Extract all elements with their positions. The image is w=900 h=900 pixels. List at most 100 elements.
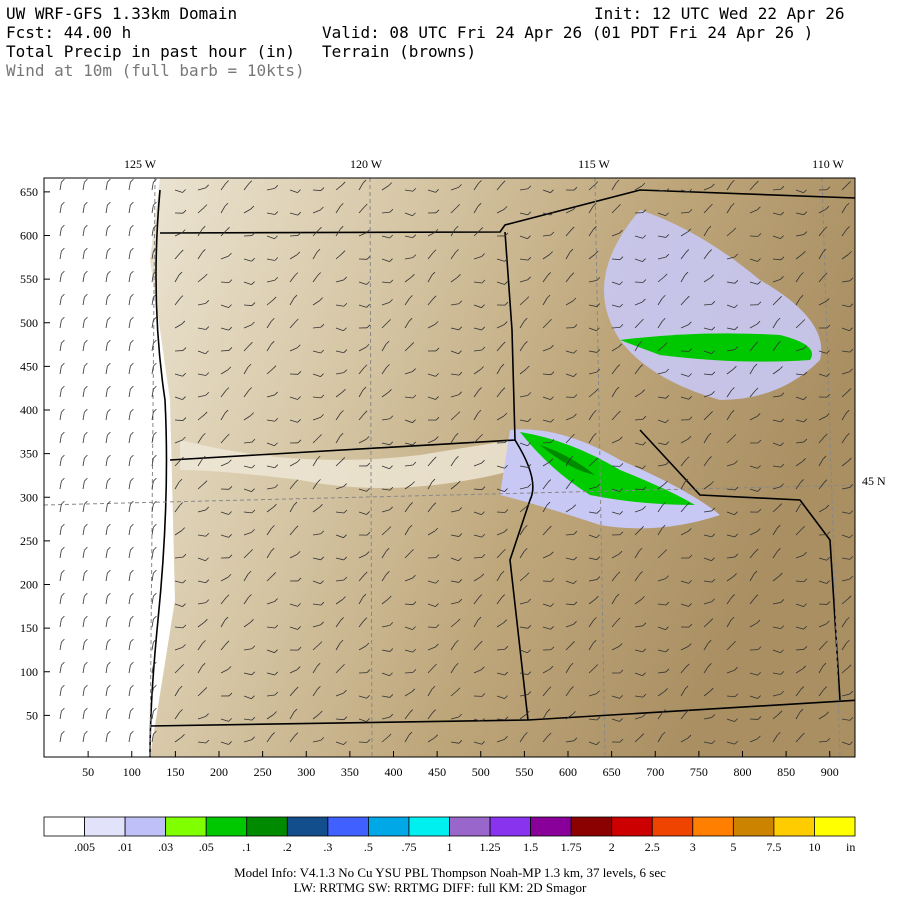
fcst: Fcst: 44.00 h: [6, 23, 131, 42]
barb-flag: [365, 642, 370, 647]
barb: [243, 441, 252, 444]
barb-flag: [130, 316, 134, 321]
barb: [381, 185, 389, 191]
barb-flag: [389, 299, 393, 303]
barb: [427, 626, 437, 628]
barb-flag: [182, 417, 187, 421]
y-tick-label: 350: [20, 447, 38, 461]
barb: [82, 297, 85, 306]
barb-flag: [527, 442, 531, 447]
barb: [59, 320, 62, 329]
barb-flag: [412, 601, 417, 605]
barb-flag: [642, 648, 647, 653]
barb: [335, 599, 343, 605]
barb-flag: [665, 626, 669, 630]
barb: [358, 182, 364, 191]
barb: [289, 235, 299, 237]
barb: [128, 596, 131, 605]
barb: [128, 688, 131, 697]
barb-flag: [711, 183, 715, 188]
barb: [450, 350, 459, 355]
barb: [841, 693, 850, 697]
barb: [519, 465, 528, 468]
barb-flag: [664, 480, 668, 485]
barb-flag: [412, 461, 417, 466]
barb: [289, 396, 298, 400]
barb-flag: [780, 392, 785, 397]
barb: [151, 297, 154, 306]
barb-flag: [546, 294, 551, 299]
barb: [795, 554, 804, 559]
barb: [749, 597, 756, 605]
barb: [818, 416, 827, 421]
barb: [749, 258, 758, 262]
barb: [427, 530, 436, 536]
barb: [519, 320, 525, 329]
barb: [243, 344, 250, 352]
barb-flag: [294, 732, 299, 736]
barb-flag: [107, 339, 111, 344]
barb: [197, 207, 205, 214]
barb: [726, 463, 735, 467]
barb: [703, 327, 712, 331]
barb-flag: [205, 184, 209, 189]
barb-flag: [849, 303, 854, 308]
barb-flag: [366, 304, 370, 308]
barb-flag: [619, 669, 624, 674]
barb: [151, 619, 154, 628]
barb: [335, 372, 344, 375]
barb: [519, 394, 528, 398]
barb-flag: [711, 391, 715, 395]
barb: [749, 209, 758, 214]
barb: [473, 369, 481, 375]
barb: [818, 665, 824, 674]
barb: [772, 442, 781, 447]
x-tick-label: 50: [82, 765, 94, 779]
barb-flag: [153, 523, 157, 528]
barb-flag: [665, 668, 670, 673]
barb-flag: [435, 603, 439, 607]
barb: [772, 212, 781, 216]
barb-flag: [753, 570, 758, 575]
barb: [220, 369, 229, 375]
barb-flag: [731, 594, 735, 598]
barb-flag: [803, 345, 807, 349]
barb: [496, 511, 506, 513]
barb: [266, 465, 275, 469]
barb-flag: [732, 227, 737, 232]
barb-flag: [251, 671, 256, 676]
barb-flag: [272, 572, 277, 576]
barb-flag: [527, 649, 531, 654]
barb-flag: [412, 648, 416, 653]
barb-flag: [274, 649, 278, 653]
barb: [266, 626, 275, 629]
barb-flag: [596, 510, 601, 514]
barb-flag: [153, 546, 157, 551]
barb: [795, 234, 804, 237]
barb-flag: [802, 458, 806, 462]
barb: [128, 228, 131, 237]
barb: [358, 645, 367, 651]
barb: [611, 389, 617, 398]
barb-flag: [594, 181, 599, 185]
barb-flag: [153, 362, 157, 367]
barb: [473, 576, 482, 582]
barb: [657, 442, 666, 446]
barb: [105, 619, 108, 628]
barb-flag: [130, 615, 134, 620]
barb-flag: [846, 433, 850, 437]
barb: [59, 711, 62, 720]
barb: [634, 574, 640, 582]
barb-flag: [341, 250, 346, 254]
barb-flag: [153, 500, 157, 505]
barb: [312, 580, 321, 585]
barb-flag: [412, 212, 416, 217]
barb: [59, 642, 62, 651]
barb: [772, 320, 778, 329]
barb: [59, 251, 62, 260]
barb-flag: [408, 731, 413, 736]
barb-flag: [642, 258, 646, 262]
barb: [496, 344, 503, 352]
colorbar-label: 5: [730, 840, 736, 854]
barb-flag: [525, 572, 530, 577]
